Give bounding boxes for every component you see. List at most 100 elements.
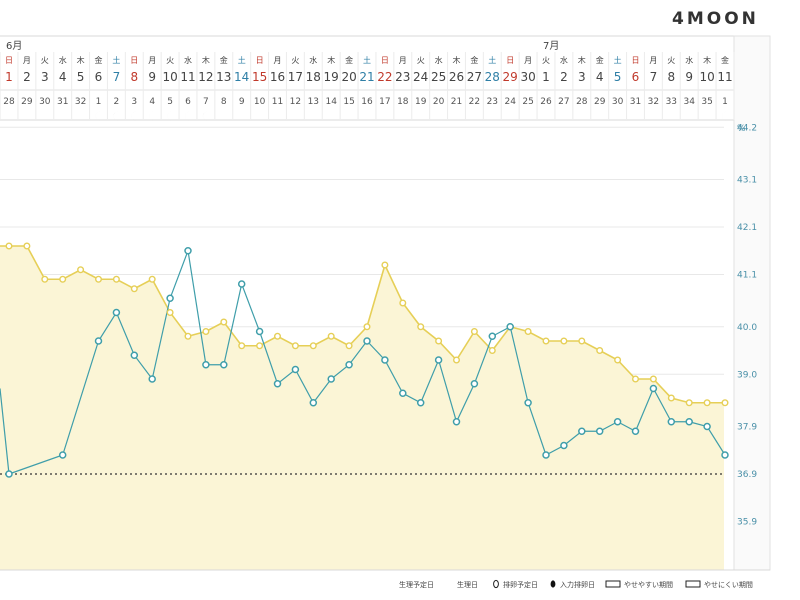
temperature-point (256, 342, 264, 350)
temperature-area (0, 246, 725, 570)
date-label: 24 (413, 70, 428, 84)
plot-area (0, 126, 770, 571)
weekday-label: 日 (256, 56, 264, 65)
temperature-point (59, 275, 67, 283)
weight-point (613, 418, 622, 426)
brand-logo: 4MOON (672, 9, 759, 29)
temperature-point (542, 337, 550, 345)
legend-box-icon (605, 580, 621, 588)
temperature-point (309, 342, 317, 350)
weight-point (94, 337, 103, 345)
weight-point (560, 441, 568, 450)
ovulation-icon (550, 580, 556, 588)
temperature-point (112, 275, 120, 283)
temperature-point (685, 399, 693, 407)
y-tick-label: 39.0 (737, 370, 757, 380)
cycle-day-label: 29 (21, 97, 33, 107)
date-label: 14 (234, 70, 249, 84)
predicted-ovulation-icon (493, 579, 499, 589)
cycle-day-label: 14 (325, 97, 337, 107)
weight-point (112, 308, 121, 317)
y-axis: %44.2 43.1 42.1 41.1 40.0 39.0 37.9 36.9 35.9 (737, 123, 757, 527)
temperature-point (94, 275, 102, 283)
weight-point (381, 356, 389, 364)
legend-label: 入力排卵日 (560, 580, 595, 589)
calendar-header-grid (0, 35, 771, 571)
y-tick-label: 36.9 (737, 470, 757, 480)
cycle-day-label: 1 (96, 97, 102, 107)
period-icon (447, 580, 452, 588)
date-label: 4 (596, 70, 604, 84)
cycle-day-label: 20 (433, 97, 445, 107)
cycle-day-label: 30 (39, 97, 51, 107)
date-label: 8 (667, 70, 675, 84)
date-label: 16 (270, 70, 285, 84)
temperature-point (291, 342, 299, 350)
date-label: 9 (685, 70, 693, 84)
weekday-label: 火 (291, 56, 299, 65)
weight-point (273, 380, 282, 388)
date-label: 5 (77, 70, 85, 84)
temperature-point (238, 342, 246, 350)
y-tick-label: 41.1 (737, 271, 757, 281)
date-label: 10 (699, 70, 714, 84)
weekday-label: 日 (5, 56, 13, 65)
weight-point (452, 418, 461, 426)
weekday-label: 土 (238, 55, 246, 65)
temperature-point (470, 328, 478, 336)
weekday-label: 土 (488, 55, 496, 65)
temperature-point (345, 342, 353, 350)
weight-point (506, 323, 514, 331)
temperature-point (274, 332, 282, 340)
weekday-label: 月 (649, 56, 657, 65)
date-label: 20 (341, 70, 356, 84)
temperature-point (632, 375, 640, 383)
date-label: 22 (377, 70, 392, 84)
temperature-point (148, 275, 156, 283)
date-label: 17 (288, 70, 303, 84)
cycle-day-label: 1 (722, 97, 728, 107)
weight-point (166, 294, 174, 302)
date-label: 11 (180, 70, 195, 84)
weight-point (631, 427, 640, 435)
weekday-label: 日 (632, 56, 640, 65)
temperature-point (130, 285, 138, 293)
weight-point (148, 375, 156, 383)
weight-point (649, 384, 658, 393)
cycle-day-label: 4 (149, 97, 155, 107)
temperature-point (578, 337, 586, 345)
weekday-label: 水 (309, 55, 317, 65)
weekday-label: 日 (381, 56, 389, 65)
cycle-day-label: 28 (576, 97, 588, 107)
weekday-label: 木 (77, 55, 85, 65)
weekday-label: 水 (435, 55, 443, 65)
month-label: 6月 (6, 40, 22, 52)
cycle-day-label: 34 (683, 97, 695, 107)
weight-point (434, 356, 443, 364)
weight-point (721, 451, 729, 459)
date-label: 21 (359, 70, 374, 84)
cycle-day-label: 22 (469, 97, 480, 107)
legend-label: 排卵予定日 (503, 580, 538, 589)
weight-point (255, 327, 264, 336)
date-label: 29 (503, 70, 518, 84)
cycle-day-label: 31 (57, 97, 68, 107)
date-label: 8 (130, 70, 138, 84)
weekday-label: 金 (95, 55, 103, 65)
legend-label: やせやすい期間 (624, 581, 673, 589)
cycle-day-label: 33 (666, 97, 677, 107)
calendar-header: 6月 7月日128月229火330水431木532金61土72日83月94火105… (3, 40, 732, 107)
weekday-label: 月 (148, 56, 156, 65)
cycle-day-label: 26 (540, 97, 552, 107)
weekday-label: 水 (560, 55, 568, 65)
temperature-point (417, 323, 425, 331)
cycle-day-label: 29 (594, 97, 606, 107)
cycle-day-label: 5 (167, 97, 173, 107)
weekday-label: 月 (399, 56, 407, 65)
weight-point (130, 351, 139, 359)
weekday-label: 火 (667, 56, 675, 65)
weekday-label: 月 (23, 56, 31, 65)
date-label: 2 (23, 70, 31, 84)
weekday-label: 火 (166, 56, 174, 65)
cycle-day-label: 6 (185, 97, 191, 107)
